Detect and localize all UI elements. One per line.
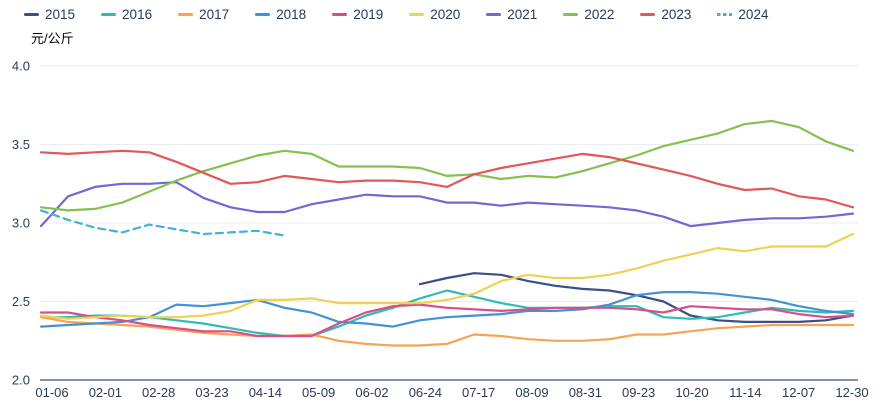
x-tick-label: 08-09 [515,385,548,400]
y-tick-label: 3.0 [12,216,30,231]
y-tick-label: 3.5 [12,137,30,152]
legend-item-2021[interactable]: 2021 [486,7,537,22]
legend-item-label: 2023 [661,7,692,22]
legend-line-marker [563,13,579,16]
x-tick-label: 08-31 [569,385,602,400]
y-tick-label: 2.5 [12,294,30,309]
series-line-2017 [39,316,855,347]
legend-item-label: 2020 [430,7,461,22]
x-tick-label: 12-30 [835,385,868,400]
series-line-2020 [39,232,855,320]
series-line-2019 [39,303,855,338]
legend-item-label: 2016 [122,7,153,22]
legend-line-marker [717,13,733,16]
x-tick-label: 05-09 [302,385,335,400]
series-line-2023 [39,149,855,209]
legend-item-label: 2015 [45,7,76,22]
legend-line-marker [101,13,117,16]
legend-item-2020[interactable]: 2020 [409,7,460,22]
y-tick-label: 4.0 [12,59,30,74]
legend-item-2016[interactable]: 2016 [101,7,152,22]
legend-line-marker [332,13,348,16]
x-tick-label: 02-28 [142,385,175,400]
legend-item-label: 2021 [507,7,538,22]
legend-item-2023[interactable]: 2023 [640,7,691,22]
x-tick-label: 10-20 [675,385,708,400]
series-line-2018 [39,291,855,328]
x-tick-label: 04-14 [249,385,282,400]
legend-item-2015[interactable]: 2015 [24,7,75,22]
x-tick-label: 07-17 [462,385,495,400]
legend-line-marker [24,13,39,16]
legend-item-2024[interactable]: 2024 [717,7,768,22]
series-line-2016 [39,289,855,338]
series-line-2021 [39,181,855,228]
legend-line-marker [640,13,656,16]
series-line-2022 [39,119,855,212]
legend-item-label: 2022 [584,7,615,22]
y-axis-unit-label: 元/公斤 [31,31,74,46]
legend-item-label: 2018 [276,7,307,22]
x-tick-label: 02-01 [89,385,122,400]
x-tick-label: 01-06 [35,385,68,400]
legend-item-2022[interactable]: 2022 [563,7,614,22]
legend-item-label: 2017 [199,7,230,22]
x-tick-label: 09-23 [622,385,655,400]
x-tick-label: 06-02 [355,385,388,400]
x-tick-label: 11-14 [729,385,761,400]
legend-item-2019[interactable]: 2019 [332,7,383,22]
y-tick-label: 2.0 [12,373,30,388]
x-tick-label: 06-24 [409,385,442,400]
legend: 2015 2016 2017 2018 2019 2020 2021 2022 2023 2024 [24,7,768,22]
legend-item-2018[interactable]: 2018 [255,7,306,22]
legend-line-marker [255,13,271,16]
legend-item-2017[interactable]: 2017 [178,7,229,22]
legend-item-label: 2024 [738,7,769,22]
legend-line-marker [178,13,194,16]
x-tick-label: 03-23 [195,385,228,400]
series-line-2024 [39,209,286,237]
x-tick-label: 12-07 [782,385,815,400]
legend-line-marker [486,13,502,16]
legend-line-marker [409,13,425,16]
legend-item-label: 2019 [353,7,384,22]
